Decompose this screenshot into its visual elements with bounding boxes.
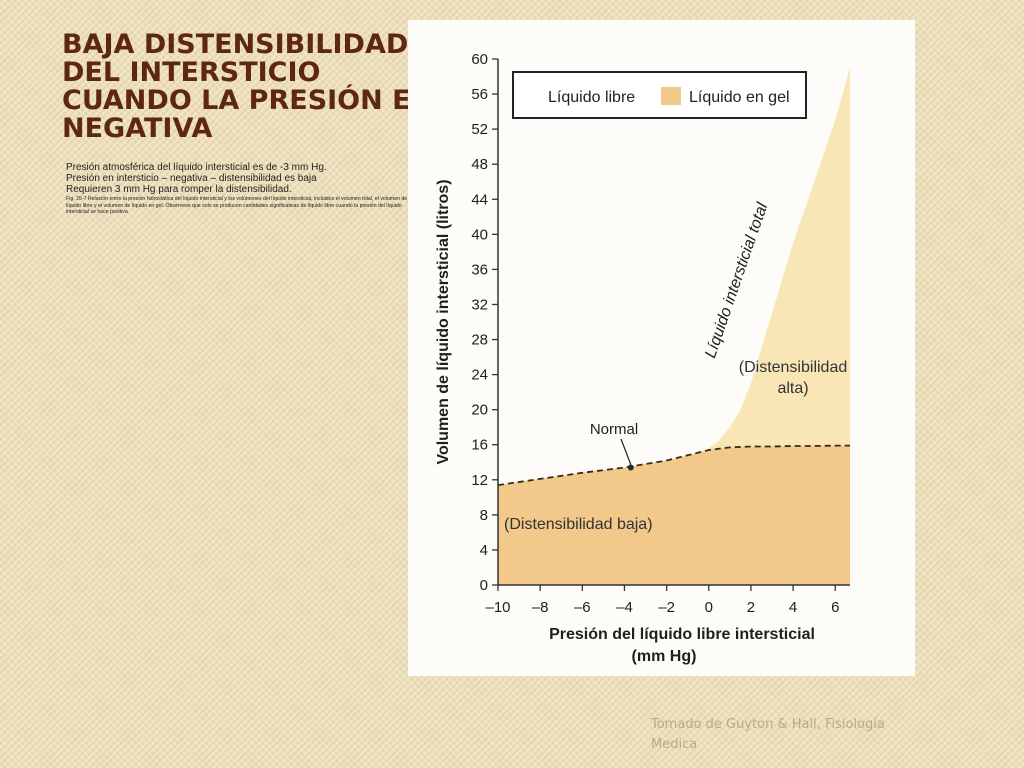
x-tick-label-5: 0 xyxy=(705,599,713,616)
x-tick-label-1: –8 xyxy=(532,599,549,616)
x-tick-label-8: 6 xyxy=(831,599,839,616)
y-tick-label-28: 28 xyxy=(471,332,488,349)
x-tick-label-3: –4 xyxy=(616,599,633,616)
low-distensibility-label: (Distensibilidad baja) xyxy=(504,516,653,533)
chart-figure: 0 4 8 12 16 20 24 28 32 36 40 44 48 52 56 60 –10 –8 –6 –4 –2… xyxy=(408,20,915,676)
total-liquid-curve-label: Líquido intersticial total xyxy=(702,200,771,360)
legend-swatch-gel xyxy=(661,87,681,105)
y-tick-label-0: 0 xyxy=(480,577,488,594)
y-tick-label-32: 32 xyxy=(471,296,488,313)
y-tick-label-48: 48 xyxy=(471,156,488,173)
bullet-negative-pressure: Presión en intersticio – negativa – dist… xyxy=(66,173,317,184)
gel-boundary-dashed-line xyxy=(497,444,850,486)
y-tick-label-8: 8 xyxy=(480,507,488,524)
x-axis-label: Presión del líquido libre intersticial xyxy=(549,626,815,643)
legend-box xyxy=(512,71,807,119)
y-tick-label-16: 16 xyxy=(471,437,488,454)
y-tick-label-24: 24 xyxy=(471,367,488,384)
normal-annotation-label: Normal xyxy=(590,421,638,438)
slide-body: Presión atmosférica del líquido intersti… xyxy=(66,162,412,216)
y-tick-label-4: 4 xyxy=(480,542,488,559)
high-distensibility-label-line2: alta) xyxy=(777,380,808,397)
y-tick-label-60: 60 xyxy=(471,51,488,68)
normal-point-marker xyxy=(627,464,634,471)
x-tick-label-4: –2 xyxy=(658,599,675,616)
x-tick-label-6: 2 xyxy=(747,599,755,616)
legend-label-free: Líquido libre xyxy=(548,89,635,106)
y-tick-label-12: 12 xyxy=(471,472,488,489)
y-tick-label-36: 36 xyxy=(471,261,488,278)
gel-liquid-area xyxy=(498,445,850,585)
x-tick-label-7: 4 xyxy=(789,599,797,616)
high-distensibility-label-line1: (Distensibilidad xyxy=(739,359,848,376)
y-tick-label-44: 44 xyxy=(471,191,488,208)
slide-title: BAJA DISTENSIBILIDAD DEL INTERSTICIO CUA… xyxy=(62,31,422,143)
source-citation: Tomado de Guyton & Hall, Fisiología Medi… xyxy=(651,717,885,752)
bullet-break-distensibility: Requieren 3 mm Hg para romper la distens… xyxy=(66,184,292,195)
y-tick-label-40: 40 xyxy=(471,226,488,243)
normal-annotation-leader xyxy=(620,438,632,465)
y-tick-label-20: 20 xyxy=(471,402,488,419)
x-tick-label-0: –10 xyxy=(485,599,510,616)
x-axis-unit-label: (mm Hg) xyxy=(632,648,697,665)
y-tick-label-56: 56 xyxy=(471,86,488,103)
figure-caption: Fig. 25-7 Relación entre la presión hidr… xyxy=(66,196,408,215)
y-axis-label: Volumen de líquido intersticial (litros) xyxy=(435,179,452,464)
y-tick-label-52: 52 xyxy=(471,121,488,138)
legend-label-gel: Líquido en gel xyxy=(689,89,790,106)
x-tick-label-2: –6 xyxy=(574,599,591,616)
bullet-atmospheric-pressure: Presión atmosférica del líquido intersti… xyxy=(66,162,327,173)
